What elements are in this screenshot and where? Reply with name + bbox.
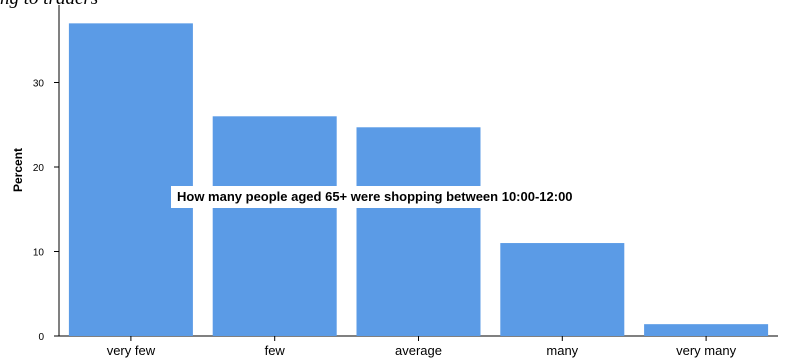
x-category-label: many (546, 343, 578, 358)
bar-few (212, 116, 337, 336)
bar-very-few (68, 23, 193, 336)
category-labels: very few few average many very many (107, 336, 737, 358)
bar-many (500, 243, 625, 336)
y-tick-label: 20 (33, 163, 45, 174)
x-category-label: average (395, 343, 442, 358)
bars (68, 23, 769, 336)
y-tick-label: 10 (33, 248, 45, 259)
chart-title-overlay: How many people aged 65+ were shopping b… (171, 186, 579, 208)
x-category-label: very many (676, 343, 736, 358)
y-axis-title: Percent (11, 148, 25, 192)
x-category-label: few (265, 343, 286, 358)
bar-average (356, 127, 481, 336)
y-ticks: 0 10 20 30 (33, 79, 59, 343)
y-tick-label: 0 (38, 332, 44, 343)
y-tick-label: 30 (33, 79, 45, 90)
x-category-label: very few (107, 343, 156, 358)
bar-very-many (644, 324, 769, 336)
cropped-heading: ng to traders (0, 0, 98, 10)
